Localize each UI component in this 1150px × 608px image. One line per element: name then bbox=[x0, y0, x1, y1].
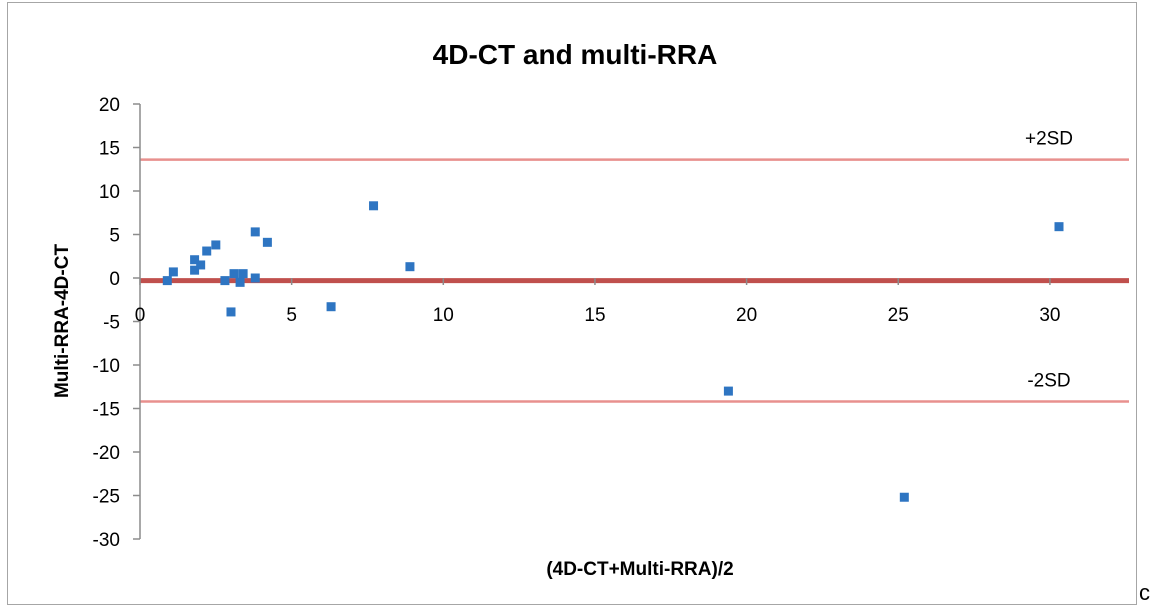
y-tick-label: -30 bbox=[93, 530, 120, 551]
data-point bbox=[899, 492, 909, 502]
data-point bbox=[162, 276, 172, 286]
y-tick-label: -15 bbox=[93, 400, 120, 421]
data-point bbox=[211, 240, 221, 250]
y-tick-label: -20 bbox=[93, 443, 120, 464]
data-point bbox=[202, 246, 212, 256]
data-point bbox=[262, 237, 272, 247]
y-tick-label: -25 bbox=[93, 487, 120, 508]
x-tick-label: 10 bbox=[433, 305, 454, 326]
data-point bbox=[723, 386, 733, 396]
x-tick-label: 20 bbox=[736, 305, 757, 326]
chart-frame bbox=[7, 2, 1137, 605]
data-point bbox=[190, 255, 200, 265]
y-tick-label: 5 bbox=[109, 226, 120, 247]
y-axis-title: Multi-RRA-4D-CT bbox=[52, 244, 73, 398]
data-point bbox=[1054, 222, 1064, 232]
corner-mark: c bbox=[1139, 580, 1150, 605]
lower-limit-label: -2SD bbox=[1027, 371, 1070, 392]
x-tick-label: 15 bbox=[584, 305, 605, 326]
y-tick-label: 15 bbox=[99, 139, 120, 160]
data-point bbox=[226, 307, 236, 317]
y-tick-label: -10 bbox=[93, 356, 120, 377]
data-point bbox=[168, 267, 178, 277]
chart-title: 4D-CT and multi-RRA bbox=[433, 39, 718, 70]
data-point bbox=[229, 269, 239, 279]
y-axis-ticks: 20 15 10 5 0 -5 -10 -15 -20 -25 -30 bbox=[93, 95, 140, 551]
y-tick-label: -5 bbox=[103, 313, 120, 334]
x-axis-title: (4D-CT+Multi-RRA)/2 bbox=[546, 559, 733, 580]
reference-lines bbox=[140, 158, 1129, 403]
reference-labels: +2SD -2SD bbox=[1025, 129, 1073, 392]
data-point bbox=[190, 265, 200, 275]
data-point bbox=[405, 262, 415, 272]
x-axis-ticks: 0 5 10 15 20 25 30 bbox=[135, 278, 1060, 326]
data-point bbox=[250, 227, 260, 237]
data-point bbox=[250, 273, 260, 283]
data-point bbox=[196, 260, 206, 270]
x-tick-label: 25 bbox=[888, 305, 909, 326]
data-point bbox=[238, 269, 248, 279]
x-tick-label: 30 bbox=[1039, 305, 1060, 326]
data-points bbox=[162, 201, 1064, 502]
y-tick-label: 20 bbox=[99, 95, 120, 116]
x-tick-label: 5 bbox=[286, 305, 297, 326]
y-tick-label: 0 bbox=[109, 269, 120, 290]
data-point bbox=[235, 277, 245, 287]
data-point bbox=[369, 201, 379, 211]
data-point bbox=[326, 302, 336, 312]
data-point bbox=[220, 276, 230, 286]
x-tick-label: 0 bbox=[135, 305, 146, 326]
upper-limit-label: +2SD bbox=[1025, 129, 1073, 150]
y-tick-label: 10 bbox=[99, 182, 120, 203]
